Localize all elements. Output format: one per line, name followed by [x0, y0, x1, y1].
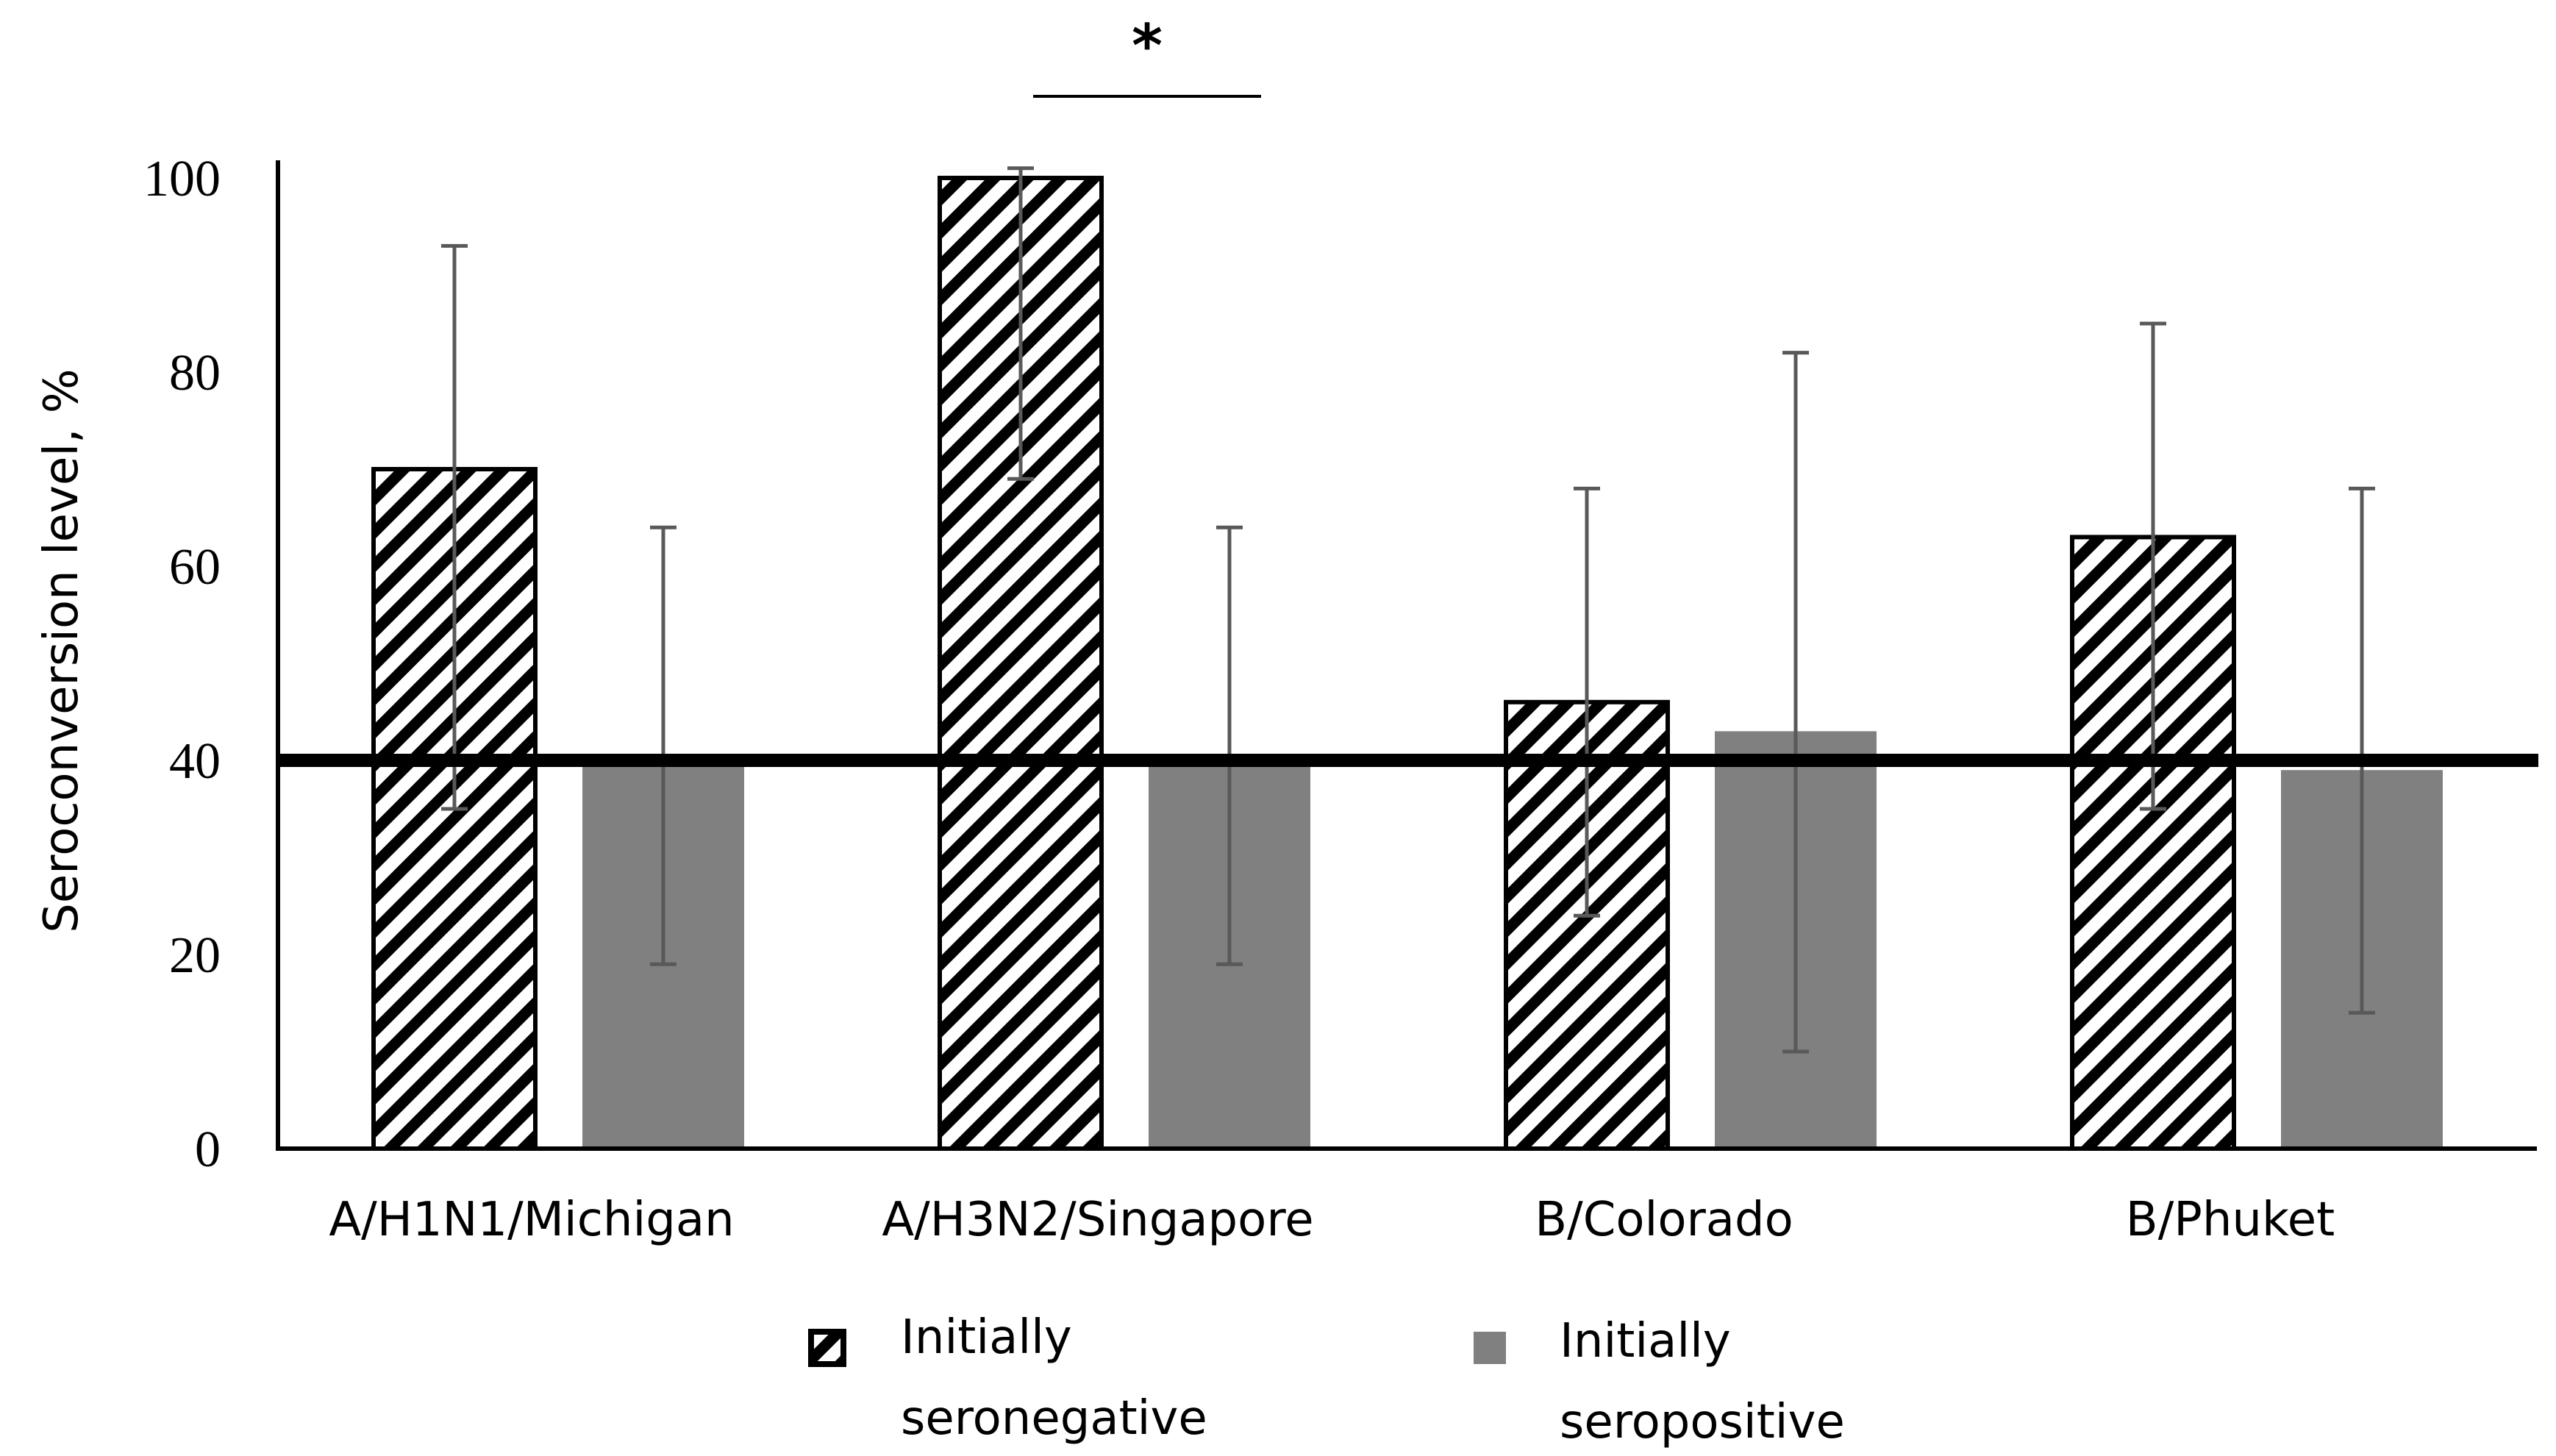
- y-axis-title: Seroconversion level, %: [35, 368, 89, 932]
- legend-item-seronegative: Initially seronegative: [808, 1310, 1207, 1446]
- significance-marker: *: [1033, 12, 1261, 98]
- y-tick-label: 0: [195, 1121, 221, 1178]
- x-category-label: A/H3N2/Singapore: [882, 1193, 1313, 1247]
- legend: Initially seronegative Initially seropos…: [808, 1310, 1845, 1449]
- x-category-label: B/Colorado: [1535, 1193, 1793, 1247]
- x-category-label: A/H1N1/Michigan: [329, 1193, 734, 1247]
- y-tick-label: 100: [143, 151, 221, 207]
- y-tick-label: 60: [169, 539, 221, 596]
- x-category-label: B/Phuket: [2126, 1193, 2335, 1247]
- legend-swatch-seropositive: [1474, 1332, 1506, 1364]
- y-tick-label: 40: [169, 733, 221, 790]
- legend-label-seropositive-line1: Initially: [1560, 1314, 1731, 1368]
- legend-swatch-seronegative: [808, 1329, 846, 1367]
- plot-area: 0 20 40 60 80 100 A/H1N1/Michigan A/H3N2/Singap…: [143, 151, 2538, 1247]
- legend-label-seropositive-line2: seropositive: [1560, 1395, 1845, 1449]
- y-tick-label: 20: [169, 927, 221, 984]
- legend-item-seropositive: Initially seropositive: [1474, 1314, 1845, 1449]
- legend-label-seronegative-line2: seronegative: [901, 1391, 1207, 1446]
- y-tick-label: 80: [169, 345, 221, 402]
- legend-label-seronegative-line1: Initially: [901, 1310, 1072, 1365]
- significance-star: *: [1132, 12, 1163, 80]
